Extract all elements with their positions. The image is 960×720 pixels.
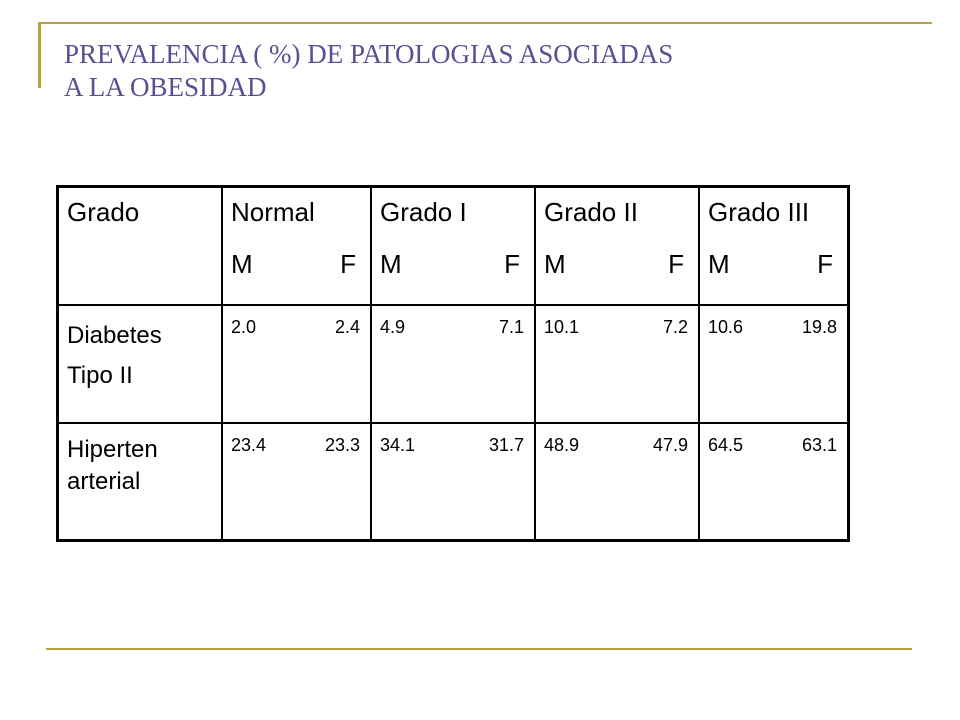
header-cell-grado: Grado xyxy=(56,185,223,306)
female-value: 7.1 xyxy=(498,316,524,337)
row-label-line-1: Hiperten xyxy=(67,435,158,463)
value-pair: 10.1 7.2 xyxy=(544,316,690,338)
female-label: F xyxy=(340,249,356,279)
female-value: 47.9 xyxy=(652,434,688,455)
header-cell-grado-iii: Grado III M F xyxy=(698,185,850,306)
male-label: M xyxy=(380,249,402,279)
value-cell: 4.9 7.1 xyxy=(370,303,536,424)
value-pair: 34.1 31.7 xyxy=(380,434,526,456)
male-value: 48.9 xyxy=(544,434,580,455)
row-label-line-2: arterial xyxy=(67,467,141,495)
male-value: 23.4 xyxy=(231,434,267,455)
male-value: 2.0 xyxy=(231,316,257,337)
slide-title: PREVALENCIA ( %) DE PATOLOGIAS ASOCIADAS… xyxy=(64,38,673,104)
top-rule xyxy=(38,22,932,24)
male-value: 4.9 xyxy=(380,316,406,337)
female-label: F xyxy=(504,249,520,279)
female-value: 7.2 xyxy=(662,316,688,337)
male-label: M xyxy=(708,249,730,279)
value-cell: 23.4 23.3 xyxy=(221,421,372,542)
header-cell-grado-ii: Grado II M F xyxy=(534,185,700,306)
male-value: 64.5 xyxy=(708,434,744,455)
title-line-1: PREVALENCIA ( %) DE PATOLOGIAS ASOCIADAS xyxy=(64,39,674,69)
value-cell: 34.1 31.7 xyxy=(370,421,536,542)
sex-labels: M F xyxy=(380,250,526,278)
table-row-diabetes: Diabetes Tipo II 2.0 2.4 4.9 7.1 10.1 7.2 1… xyxy=(56,303,850,424)
bottom-rule xyxy=(46,648,912,650)
row-label-line-2: Tipo II xyxy=(67,361,133,389)
sex-labels: M F xyxy=(708,250,839,278)
female-value: 63.1 xyxy=(801,434,837,455)
value-pair: 2.0 2.4 xyxy=(231,316,362,338)
value-cell: 10.1 7.2 xyxy=(534,303,700,424)
female-value: 23.3 xyxy=(324,434,360,455)
sex-labels: M F xyxy=(544,250,690,278)
left-rule xyxy=(38,22,41,88)
value-cell: 2.0 2.4 xyxy=(221,303,372,424)
row-label-cell: Diabetes Tipo II xyxy=(56,303,223,424)
female-value: 2.4 xyxy=(334,316,360,337)
value-pair: 4.9 7.1 xyxy=(380,316,526,338)
column-name: Grado II xyxy=(544,197,638,227)
male-label: M xyxy=(231,249,253,279)
prevalence-table: Grado Normal M F Grado I M F Grado II M … xyxy=(56,185,850,542)
value-pair: 10.6 19.8 xyxy=(708,316,839,338)
column-name: Normal xyxy=(231,197,315,227)
value-cell: 10.6 19.8 xyxy=(698,303,850,424)
title-line-2: A LA OBESIDAD xyxy=(64,72,267,102)
value-pair: 64.5 63.1 xyxy=(708,434,839,456)
header-cell-normal: Normal M F xyxy=(221,185,372,306)
header-cell-grado-i: Grado I M F xyxy=(370,185,536,306)
sex-labels: M F xyxy=(231,250,362,278)
table-row-hipertension: Hiperten arterial 23.4 23.3 34.1 31.7 48.9… xyxy=(56,421,850,542)
female-value: 19.8 xyxy=(801,316,837,337)
female-value: 31.7 xyxy=(488,434,524,455)
value-pair: 23.4 23.3 xyxy=(231,434,362,456)
male-value: 10.6 xyxy=(708,316,744,337)
row-label-line-1: Diabetes xyxy=(67,321,162,349)
header-grado-label: Grado xyxy=(67,197,140,227)
column-name: Grado I xyxy=(380,197,467,227)
value-cell: 48.9 47.9 xyxy=(534,421,700,542)
value-cell: 64.5 63.1 xyxy=(698,421,850,542)
row-label-cell: Hiperten arterial xyxy=(56,421,223,542)
table-header-row: Grado Normal M F Grado I M F Grado II M … xyxy=(56,185,850,306)
female-label: F xyxy=(817,249,833,279)
male-value: 10.1 xyxy=(544,316,580,337)
male-value: 34.1 xyxy=(380,434,416,455)
column-name: Grado III xyxy=(708,197,810,227)
value-pair: 48.9 47.9 xyxy=(544,434,690,456)
male-label: M xyxy=(544,249,566,279)
female-label: F xyxy=(668,249,684,279)
